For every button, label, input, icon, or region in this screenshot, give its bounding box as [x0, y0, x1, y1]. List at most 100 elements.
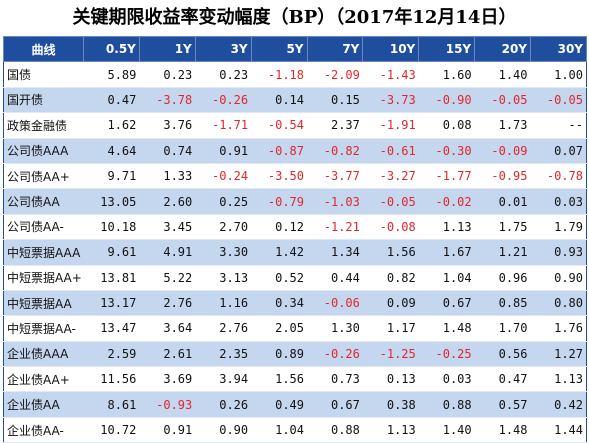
value-cell: 1.17: [362, 315, 419, 342]
value-cell: -0.24: [195, 163, 252, 190]
value-cell: 0.14: [251, 87, 307, 114]
value-cell: 1.75: [474, 214, 531, 241]
value-cell: 2.70: [195, 214, 252, 241]
curve-name-cell: 公司债AAA: [3, 138, 84, 164]
curve-name-cell: 企业债AA+: [3, 366, 84, 393]
value-cell: 0.13: [362, 366, 419, 393]
value-cell: 0.49: [251, 391, 307, 418]
value-cell: 5.22: [139, 265, 196, 291]
table-row: 公司债AAA 4.64 0.74 0.91 -0.87 -0.82 -0.61 -0.30 -0…: [3, 138, 587, 164]
curve-name-cell: 企业债AA: [3, 391, 84, 418]
value-cell: -0.95: [474, 163, 531, 190]
column-header: 0.5Y: [83, 35, 140, 63]
value-cell: -1.25: [362, 341, 419, 368]
value-cell: 3.45: [139, 214, 196, 241]
value-cell: 0.56: [474, 341, 531, 368]
value-cell: -0.26: [195, 87, 252, 114]
value-cell: 1.13: [362, 417, 419, 443]
value-cell: -0.87: [251, 138, 307, 164]
value-cell: -0.54: [251, 112, 307, 139]
value-cell: 10.72: [83, 417, 140, 443]
value-cell: 0.23: [139, 61, 196, 88]
value-cell: 1.21: [474, 239, 531, 266]
column-header: 10Y: [362, 35, 420, 63]
table-row: 国开债 0.47 -3.78 -0.26 0.14 0.15 -3.73 -0.90 -0.05…: [3, 87, 587, 114]
table-row: 中短票据AA+ 13.81 5.22 3.13 0.52 0.44 0.82 1.04 0.96…: [3, 265, 587, 291]
value-cell: 2.61: [139, 341, 196, 368]
value-cell: 3.30: [195, 239, 252, 266]
value-cell: 1.04: [251, 417, 307, 443]
value-cell: 1.40: [418, 417, 475, 443]
value-cell: 0.90: [530, 265, 587, 291]
curve-name-cell: 中短票据AA: [3, 290, 84, 317]
value-cell: -0.09: [474, 138, 531, 164]
value-cell: 8.61: [83, 391, 140, 418]
value-cell: -0.90: [418, 87, 475, 114]
value-cell: -3.78: [139, 87, 196, 114]
value-cell: 3.76: [139, 112, 196, 139]
value-cell: 0.15: [307, 87, 363, 114]
table-row: 政策金融债 1.62 3.76 -1.71 -0.54 2.37 -1.91 0.08 1.73…: [3, 112, 587, 139]
table-row: 企业债AA+ 11.56 3.69 3.94 1.56 0.73 0.13 0.03 0.47 1…: [3, 366, 587, 393]
value-cell: 1.70: [474, 315, 531, 342]
value-cell: 3.64: [139, 315, 196, 342]
value-cell: 1.42: [251, 239, 307, 266]
column-header: 30Y: [530, 35, 587, 63]
value-cell: -0.05: [362, 188, 419, 215]
value-cell: 9.71: [83, 163, 140, 190]
curve-name-cell: 公司债AA: [3, 188, 84, 215]
value-cell: -0.82: [307, 138, 363, 164]
value-cell: 1.34: [307, 239, 363, 266]
table-row: 企业债AA 8.61 -0.93 0.26 0.49 0.67 0.38 0.88 0.57 0.…: [3, 391, 587, 418]
value-cell: -1.43: [362, 61, 419, 88]
value-cell: 0.85: [474, 290, 531, 317]
curve-name-cell: 企业债AA-: [3, 417, 84, 443]
value-cell: -3.50: [251, 163, 307, 190]
value-cell: -3.73: [362, 87, 419, 114]
table-row: 企业债AAA 2.59 2.61 2.35 0.89 -0.26 -1.25 -0.25 0.5…: [3, 341, 587, 368]
value-cell: 1.48: [474, 417, 531, 443]
value-cell: 0.38: [362, 391, 419, 418]
value-cell: 11.56: [83, 366, 140, 393]
value-cell: -0.06: [307, 290, 363, 317]
table-row: 公司债AA- 10.18 3.45 2.70 0.12 -1.21 -0.08 1.13 1.7…: [3, 214, 587, 241]
value-cell: 1.13: [418, 214, 475, 241]
value-cell: 0.25: [195, 188, 252, 215]
value-cell: 0.67: [307, 391, 363, 418]
value-cell: 2.76: [195, 315, 252, 342]
value-cell: 4.64: [83, 138, 140, 164]
value-cell: 0.73: [307, 366, 363, 393]
table-row: 公司债AA+ 9.71 1.33 -0.24 -3.50 -3.77 -3.27 -1.77-…: [3, 163, 587, 190]
value-cell: 1.76: [530, 315, 587, 342]
value-cell: 1.62: [83, 112, 140, 139]
curve-name-cell: 中短票据AAA: [3, 239, 84, 266]
table-row: 中短票据AA 13.17 2.76 1.16 0.34 -0.06 0.09 0.67 0.85…: [3, 290, 587, 317]
value-cell: -1.71: [195, 112, 252, 139]
value-cell: -0.08: [362, 214, 419, 241]
curve-name-cell: 中短票据AA+: [3, 265, 84, 291]
value-cell: 1.79: [530, 214, 587, 241]
table-header: 曲线 0.5Y 1Y 3Y 5Y 7Y 10Y 15Y 20Y 30Y: [3, 35, 587, 63]
value-cell: 2.35: [195, 341, 252, 368]
value-cell: 0.74: [139, 138, 196, 164]
value-cell: -0.02: [418, 188, 475, 215]
value-cell: 0.89: [251, 341, 307, 368]
curve-name-cell: 中短票据AA-: [3, 315, 84, 342]
value-cell: 4.91: [139, 239, 196, 266]
value-cell: -0.93: [139, 391, 196, 418]
value-cell: 0.47: [83, 87, 140, 114]
value-cell: 0.44: [307, 265, 363, 291]
value-cell: 2.37: [307, 112, 363, 139]
value-cell: -0.05: [530, 87, 587, 114]
value-cell: 0.47: [474, 366, 531, 393]
table-row: 公司债AA 13.05 2.60 0.25 -0.79 -1.03 -0.05 -0.02 0.…: [3, 188, 587, 215]
column-header: 3Y: [194, 35, 252, 63]
value-cell: 3.69: [139, 366, 196, 393]
value-cell: 0.80: [530, 290, 587, 317]
curve-name-cell: 国开债: [3, 87, 84, 114]
value-cell: 0.82: [362, 265, 419, 291]
value-cell: 1.04: [418, 265, 475, 291]
value-cell: 0.09: [362, 290, 419, 317]
value-cell: 0.90: [195, 417, 252, 443]
value-cell: 1.27: [530, 341, 587, 368]
